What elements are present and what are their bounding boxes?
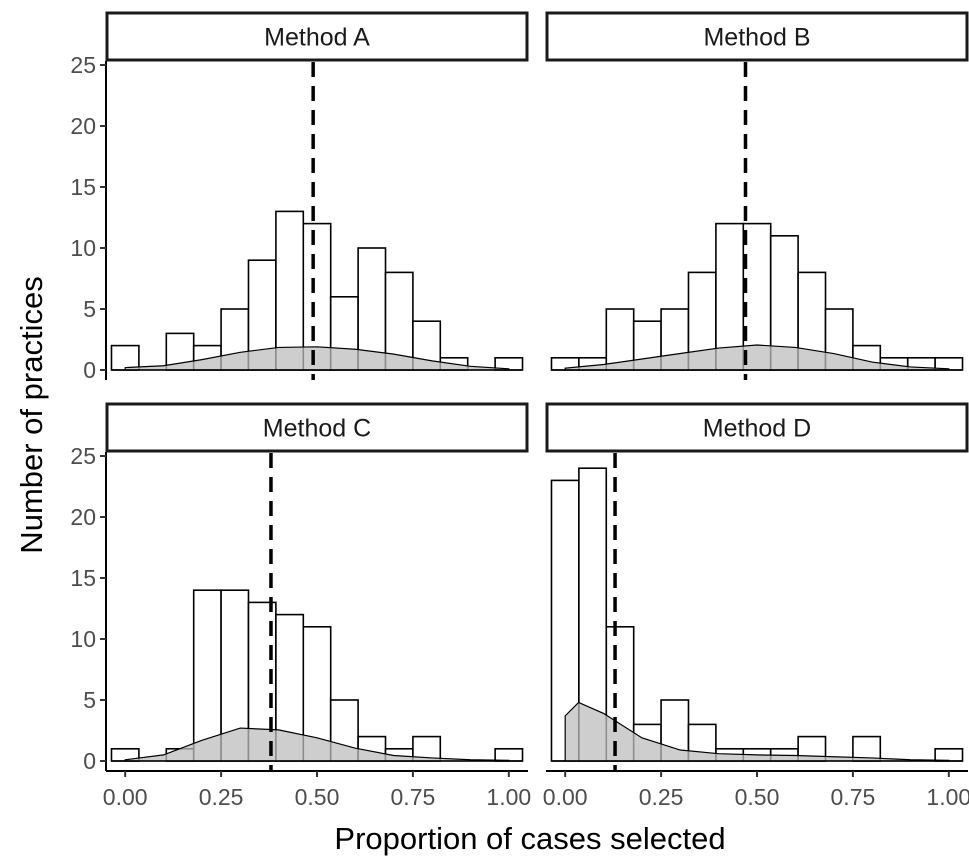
histogram-bar xyxy=(275,210,305,371)
x-tick-label: 0.50 xyxy=(295,784,340,810)
facet-strip xyxy=(545,11,969,62)
panel: Method A 0 5 10 15 20 25 xyxy=(70,11,529,383)
y-tick-label: 15 xyxy=(70,565,96,591)
y-tick-label: 15 xyxy=(70,174,96,200)
facet-strip xyxy=(545,402,969,453)
facet-strip-label: Method A xyxy=(264,24,370,52)
y-tick-label: 25 xyxy=(70,443,96,469)
density-curve xyxy=(564,344,950,371)
x-tick-label: 1.00 xyxy=(486,784,531,810)
density-curve xyxy=(564,701,950,762)
facet-strip xyxy=(105,402,529,453)
histogram-bar xyxy=(302,222,332,371)
y-tick-label: 20 xyxy=(70,504,96,530)
x-tick-label: 0.25 xyxy=(199,784,244,810)
y-tick-label: 5 xyxy=(83,687,96,713)
x-tick-label: 0.00 xyxy=(103,784,148,810)
y-tick-label: 0 xyxy=(83,748,96,774)
panel: Method D 0.00 0.25 0.50 0.75 1.00 xyxy=(543,402,969,810)
x-tick-label: 0.25 xyxy=(639,784,684,810)
y-tick-label: 5 xyxy=(83,296,96,322)
x-tick-label: 0.00 xyxy=(543,784,588,810)
histogram-bar xyxy=(934,747,964,762)
x-tick-label: 0.50 xyxy=(735,784,780,810)
panel: Method C 0 5 10 15 20 25 0.00 0.25 0.50 0.75 1.00 xyxy=(70,402,531,810)
y-tick-label: 25 xyxy=(70,52,96,78)
x-axis-title: Proportion of cases selected xyxy=(334,821,725,856)
density-curve xyxy=(124,346,510,371)
x-tick-label: 0.75 xyxy=(391,784,436,810)
y-tick-label: 0 xyxy=(83,357,96,383)
facet-strip xyxy=(105,11,529,62)
facet-strip-label: Method C xyxy=(263,415,371,443)
y-tick-label: 10 xyxy=(70,235,96,261)
facet-strip-label: Method D xyxy=(703,415,811,443)
panels-layer: Method A 0 5 10 15 20 25 Method B Method C 0 5 10 15… xyxy=(70,11,969,810)
histogram-bar xyxy=(494,747,524,762)
y-axis-title: Number of practices xyxy=(14,276,49,553)
histogram-bar xyxy=(110,344,140,371)
y-tick-label: 10 xyxy=(70,626,96,652)
x-tick-label: 1.00 xyxy=(926,784,969,810)
panel: Method B xyxy=(545,11,969,380)
y-tick-label: 20 xyxy=(70,113,96,139)
facet-strip-label: Method B xyxy=(703,24,810,52)
x-tick-label: 0.75 xyxy=(831,784,876,810)
